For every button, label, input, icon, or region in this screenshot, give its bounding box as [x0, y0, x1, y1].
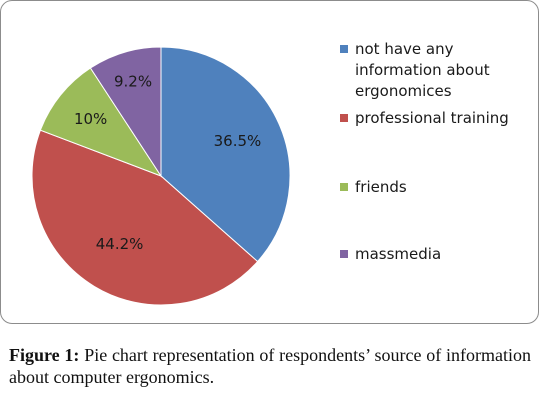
figure-caption-prefix: Figure 1: — [9, 345, 80, 365]
pie-slice-no-information — [160, 46, 291, 263]
legend-label-professional-training: professional training — [355, 109, 509, 127]
pie-label-friends: 10% — [74, 110, 107, 128]
legend-label-no-information: not have any information about ergonomic… — [355, 40, 490, 100]
figure-caption: Figure 1: Pie chart representation of re… — [9, 344, 531, 388]
legend-label-friends: friends — [355, 178, 407, 196]
pie-slices — [31, 46, 291, 306]
pie-label-no-information: 36.5% — [214, 132, 262, 150]
legend-swatch-no-information — [340, 45, 348, 53]
pie-chart: 36.5% 44.2% 10% 9.2% — [31, 46, 291, 306]
pie-slice-friends — [39, 67, 163, 178]
pie-slice-massmedia — [89, 46, 162, 178]
legend-swatch-friends — [340, 183, 348, 191]
chart-frame: 36.5% 44.2% 10% 9.2% not have any informati… — [0, 0, 539, 324]
pie-slice-professional-training — [31, 129, 259, 306]
legend-swatch-professional-training — [340, 114, 348, 122]
legend-swatch-massmedia — [340, 250, 348, 258]
legend-label-massmedia: massmedia — [355, 245, 442, 263]
pie-label-massmedia: 9.2% — [114, 73, 152, 91]
pie-slice-labels: 36.5% 44.2% 10% 9.2% — [74, 73, 261, 253]
figure-caption-text: Pie chart representation of respondents’… — [9, 345, 532, 387]
pie-label-professional-training: 44.2% — [96, 235, 144, 253]
